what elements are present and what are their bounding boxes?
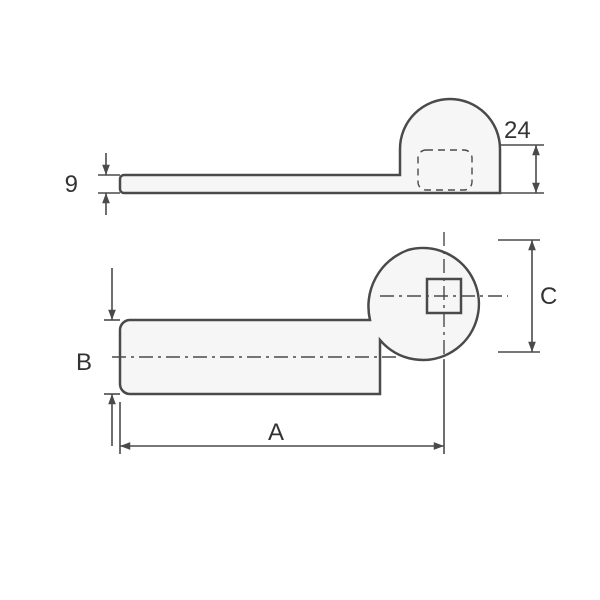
dim-B-label: B bbox=[76, 349, 92, 376]
bottom-view bbox=[112, 232, 508, 394]
dim-24-label: 24 bbox=[504, 117, 531, 144]
top-silhouette bbox=[120, 99, 500, 193]
dim-A-label: A bbox=[268, 419, 284, 446]
dim-C-label: C bbox=[540, 283, 557, 310]
dimension-C: C bbox=[498, 240, 557, 352]
dim-9-label: 9 bbox=[65, 171, 78, 198]
technical-drawing: 9 24 B A C bbox=[0, 0, 600, 600]
top-view bbox=[120, 99, 500, 193]
dimension-9: 9 bbox=[65, 153, 120, 215]
dimension-24: 24 bbox=[500, 117, 544, 193]
